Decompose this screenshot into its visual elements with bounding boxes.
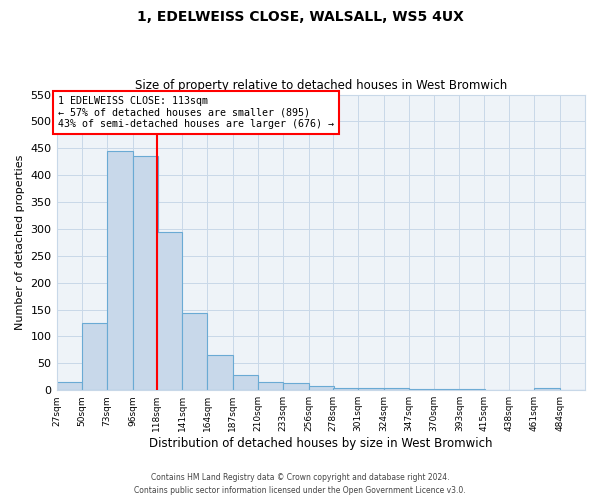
Bar: [208, 356, 233, 390]
Bar: [460, 389, 485, 390]
Bar: [182, 314, 208, 390]
Bar: [56, 382, 82, 390]
Bar: [409, 389, 434, 390]
Bar: [133, 156, 158, 390]
Bar: [157, 232, 182, 390]
Text: Contains HM Land Registry data © Crown copyright and database right 2024.
Contai: Contains HM Land Registry data © Crown c…: [134, 474, 466, 495]
Bar: [434, 389, 460, 390]
Bar: [283, 383, 308, 390]
Bar: [82, 323, 107, 390]
Y-axis label: Number of detached properties: Number of detached properties: [15, 154, 25, 330]
Bar: [233, 375, 258, 390]
X-axis label: Distribution of detached houses by size in West Bromwich: Distribution of detached houses by size …: [149, 437, 493, 450]
Text: 1 EDELWEISS CLOSE: 113sqm
← 57% of detached houses are smaller (895)
43% of semi: 1 EDELWEISS CLOSE: 113sqm ← 57% of detac…: [58, 96, 334, 129]
Bar: [107, 151, 133, 390]
Title: Size of property relative to detached houses in West Bromwich: Size of property relative to detached ho…: [134, 79, 507, 92]
Bar: [333, 388, 358, 390]
Text: 1, EDELWEISS CLOSE, WALSALL, WS5 4UX: 1, EDELWEISS CLOSE, WALSALL, WS5 4UX: [137, 10, 463, 24]
Bar: [383, 388, 409, 390]
Bar: [258, 382, 283, 390]
Bar: [535, 388, 560, 390]
Bar: [358, 388, 383, 390]
Bar: [308, 386, 334, 390]
